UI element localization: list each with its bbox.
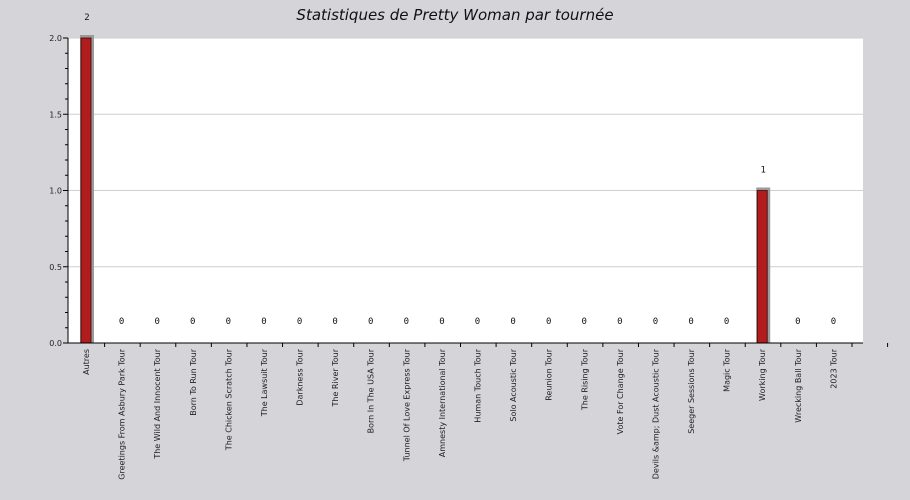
x-category-label: Amnesty International Tour — [438, 348, 447, 457]
value-label: 0 — [226, 317, 231, 327]
y-tick-label: 1.5 — [49, 110, 62, 119]
x-category-label: Wrecking Ball Tour — [794, 348, 803, 422]
y-tick-label: 2.0 — [49, 34, 62, 43]
value-label: 0 — [546, 317, 551, 327]
value-label: 0 — [688, 317, 693, 327]
x-category-label: The Wild And Innocent Tour — [153, 348, 162, 459]
x-category-label: Working Tour — [758, 348, 767, 401]
value-label: 0 — [795, 317, 800, 327]
gridlines — [68, 37, 863, 268]
x-category-label: Greetings From Asbury Park Tour — [118, 348, 127, 479]
bars — [80, 35, 771, 344]
x-category-label: Magic Tour — [723, 348, 732, 392]
x-category-label: The Lawsuit Tour — [260, 348, 269, 417]
x-category-label: The Chicken Scratch Tour — [224, 348, 233, 451]
value-label: 0 — [439, 317, 444, 327]
chart-title: Statistiques de Pretty Woman par tournée — [296, 6, 614, 24]
value-label: 0 — [119, 317, 124, 327]
x-category-label: Human Touch Tour — [474, 348, 483, 422]
x-category-label: Devils &amp; Dust Acoustic Tour — [651, 348, 660, 479]
y-tick-labels: 0.0 0.5 1.0 1.5 2.0 — [49, 34, 62, 348]
value-label: 0 — [154, 317, 159, 327]
value-label: 0 — [404, 317, 409, 327]
value-label: 0 — [261, 317, 266, 327]
value-label: 0 — [297, 317, 302, 327]
bar — [80, 37, 92, 344]
value-label: 0 — [831, 317, 836, 327]
y-tick-label: 0.5 — [49, 263, 62, 272]
y-tick-label: 0.0 — [49, 339, 62, 348]
x-tick-labels: Autres Greetings From Asbury Park Tour The… — [82, 348, 838, 479]
y-tick-label: 1.0 — [49, 187, 62, 196]
x-category-label: Born To Run Tour — [189, 348, 198, 415]
value-label: 2 — [84, 13, 89, 23]
value-label: 0 — [190, 317, 195, 327]
value-label: 0 — [653, 317, 658, 327]
x-category-label: Seeger Sessions Tour — [687, 348, 696, 433]
x-category-label: Tunnel Of Love Express Tour — [402, 348, 411, 462]
x-category-label: Solo Acoustic Tour — [509, 348, 518, 421]
x-category-label: Darkness Tour — [296, 348, 305, 405]
x-category-label: Vote For Change Tour — [616, 348, 625, 434]
value-label: 0 — [582, 317, 587, 327]
x-category-label: 2023 Tour — [829, 348, 838, 388]
value-label: 0 — [617, 317, 622, 327]
value-label: 0 — [475, 317, 480, 327]
value-label: 0 — [510, 317, 515, 327]
x-category-label: Reunion Tour — [545, 348, 554, 400]
x-category-label: Autres — [82, 349, 91, 375]
axes — [63, 37, 889, 347]
x-category-label: The Rising Tour — [580, 348, 589, 411]
value-label: 0 — [368, 317, 373, 327]
value-labels: 2 0 0 0 0 0 0 0 0 0 0 0 0 0 0 0 0 0 0 1 0 0 — [84, 13, 836, 327]
value-label: 0 — [332, 317, 337, 327]
value-label: 0 — [724, 317, 729, 327]
x-category-label: Born In The USA Tour — [367, 348, 376, 433]
bar — [756, 190, 768, 344]
x-category-label: The River Tour — [331, 348, 340, 407]
value-label: 1 — [761, 166, 766, 176]
